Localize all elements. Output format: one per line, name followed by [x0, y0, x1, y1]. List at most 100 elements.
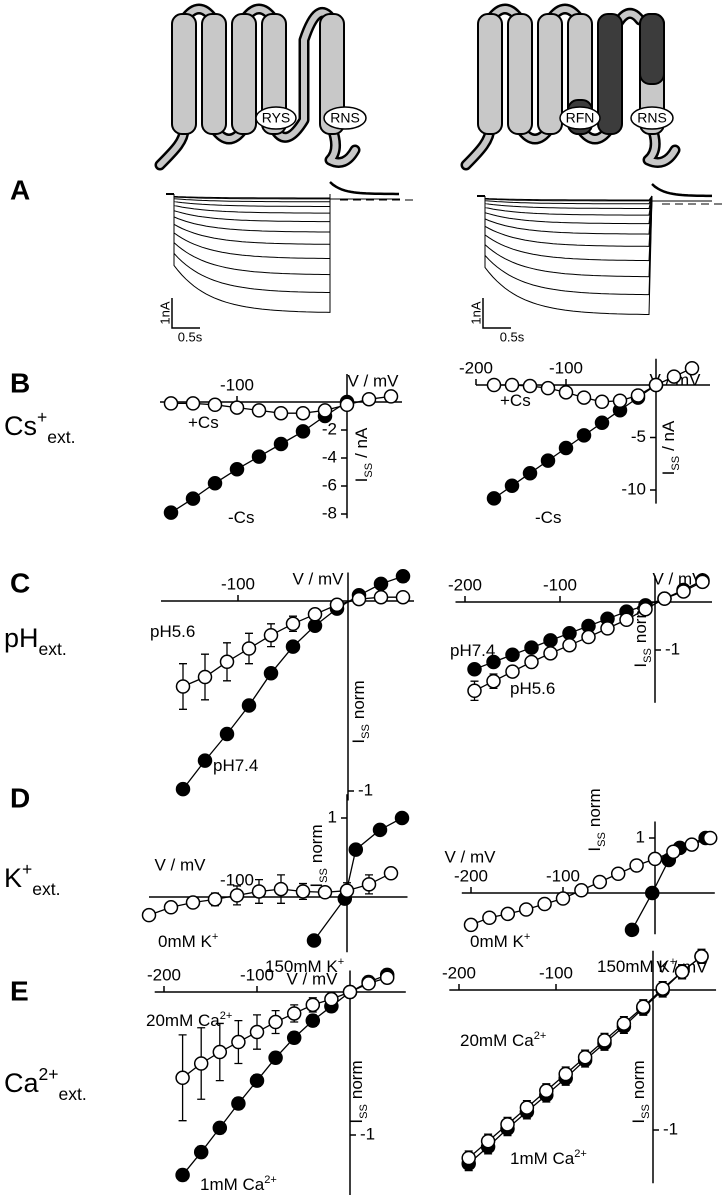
trace: [173, 194, 331, 199]
data-point: [219, 654, 235, 670]
label-part: pH5.6: [150, 622, 195, 641]
trace: [484, 195, 653, 247]
superscript: +: [37, 407, 47, 427]
data-point: [379, 970, 395, 985]
data-point: [524, 640, 539, 655]
data-point: [197, 669, 213, 685]
data-point: [644, 885, 660, 901]
label-part: I: [307, 883, 326, 888]
label-part: -Cs: [535, 508, 561, 527]
data-point: [373, 589, 389, 605]
label-part: I: [659, 471, 678, 476]
label-part: norm: [629, 1060, 648, 1099]
data-point: [638, 601, 653, 617]
current-traces: [477, 183, 725, 315]
y-tick-label: -1: [360, 1124, 375, 1143]
motif-label: RYS: [262, 110, 291, 126]
data-point: [695, 574, 710, 590]
panel-label: A: [10, 174, 30, 205]
data-point: [467, 661, 482, 677]
trace: [173, 194, 331, 245]
data-point: [486, 673, 501, 689]
data-point: [694, 949, 709, 964]
data-point: [540, 380, 556, 396]
label-part: I: [349, 739, 368, 744]
trace: [173, 194, 331, 276]
series-label: -Cs: [535, 508, 561, 527]
trace: [484, 195, 653, 315]
x-tick-label: -100: [543, 575, 577, 594]
data-point: [339, 883, 355, 898]
x-tick-label: -200: [454, 866, 488, 885]
x-axis-label: V / mV: [444, 847, 496, 866]
data-point: [657, 591, 672, 606]
data-point: [537, 896, 552, 912]
data-point: [543, 646, 558, 661]
data-point: [581, 629, 596, 645]
y-tick-label: -1: [665, 639, 680, 658]
x-tick-label: -100: [549, 358, 583, 377]
y-tick-label: -5: [631, 427, 646, 446]
trace: [484, 195, 653, 209]
data-point: [207, 892, 223, 907]
data-point: [543, 633, 558, 648]
x-axis-label: V / mV: [154, 855, 206, 874]
label-part: K: [4, 863, 22, 893]
data-point: [268, 1014, 283, 1030]
data-point: [185, 895, 201, 910]
helix-part: [639, 13, 665, 85]
label-part: I: [585, 847, 604, 852]
trace: [173, 194, 331, 233]
data-point: [286, 1006, 302, 1021]
trace: [484, 195, 653, 225]
data-point: [342, 984, 358, 1000]
data-point: [522, 378, 538, 394]
series-label: 150mM K+: [597, 956, 676, 977]
label-part: norm: [349, 680, 368, 719]
label-part: 0mM K: [470, 932, 525, 951]
row-label: Ca2+ext.: [4, 1064, 87, 1104]
superscript: +: [524, 931, 530, 943]
superscript: +: [22, 859, 32, 879]
data-point: [251, 403, 267, 418]
scale-label: 1nA: [468, 301, 483, 324]
label-part: 0mM K: [158, 932, 213, 951]
superscript: 2+: [264, 1174, 277, 1186]
data-point: [505, 664, 520, 679]
helix: [507, 13, 533, 135]
x-tick-label: -200: [442, 963, 476, 982]
label-part: +Cs: [500, 391, 531, 410]
data-point: [251, 884, 267, 899]
label-part: I: [631, 663, 650, 668]
data-point: [394, 810, 410, 826]
series-label: pH5.6: [150, 622, 195, 641]
helix: [171, 13, 197, 135]
data-point: [285, 616, 301, 632]
y-tick-label: -2: [322, 419, 337, 438]
data-point: [163, 396, 179, 411]
scale-label: 0.5s: [178, 329, 203, 344]
superscript: +: [338, 956, 344, 968]
panel-label: D: [10, 782, 30, 813]
data-point: [361, 976, 376, 991]
motif-label: RNS: [330, 110, 360, 126]
label-part: Ca: [4, 1068, 39, 1098]
data-point: [175, 679, 191, 694]
data-point: [655, 981, 670, 996]
data-point: [555, 891, 571, 906]
series-label: 20mM Ca2+: [146, 1010, 232, 1031]
data-point: [329, 597, 345, 613]
label-part: norm: [585, 788, 604, 827]
data-point: [467, 683, 482, 699]
subscript: SS: [318, 868, 330, 883]
y-tick-label: -1: [358, 780, 373, 799]
subscript: ext.: [32, 879, 60, 899]
superscript: 2+: [574, 1148, 587, 1160]
y-tick-label: -1: [663, 1119, 678, 1138]
label-part: 20mM Ca: [460, 1031, 534, 1050]
series-label: +Cs: [188, 413, 219, 432]
data-point: [286, 1030, 302, 1046]
series-label: +Cs: [500, 391, 531, 410]
iv-plot: -100 -1 V / mV ISS norm pHext. pH7.4 pH5.6: [4, 569, 414, 801]
